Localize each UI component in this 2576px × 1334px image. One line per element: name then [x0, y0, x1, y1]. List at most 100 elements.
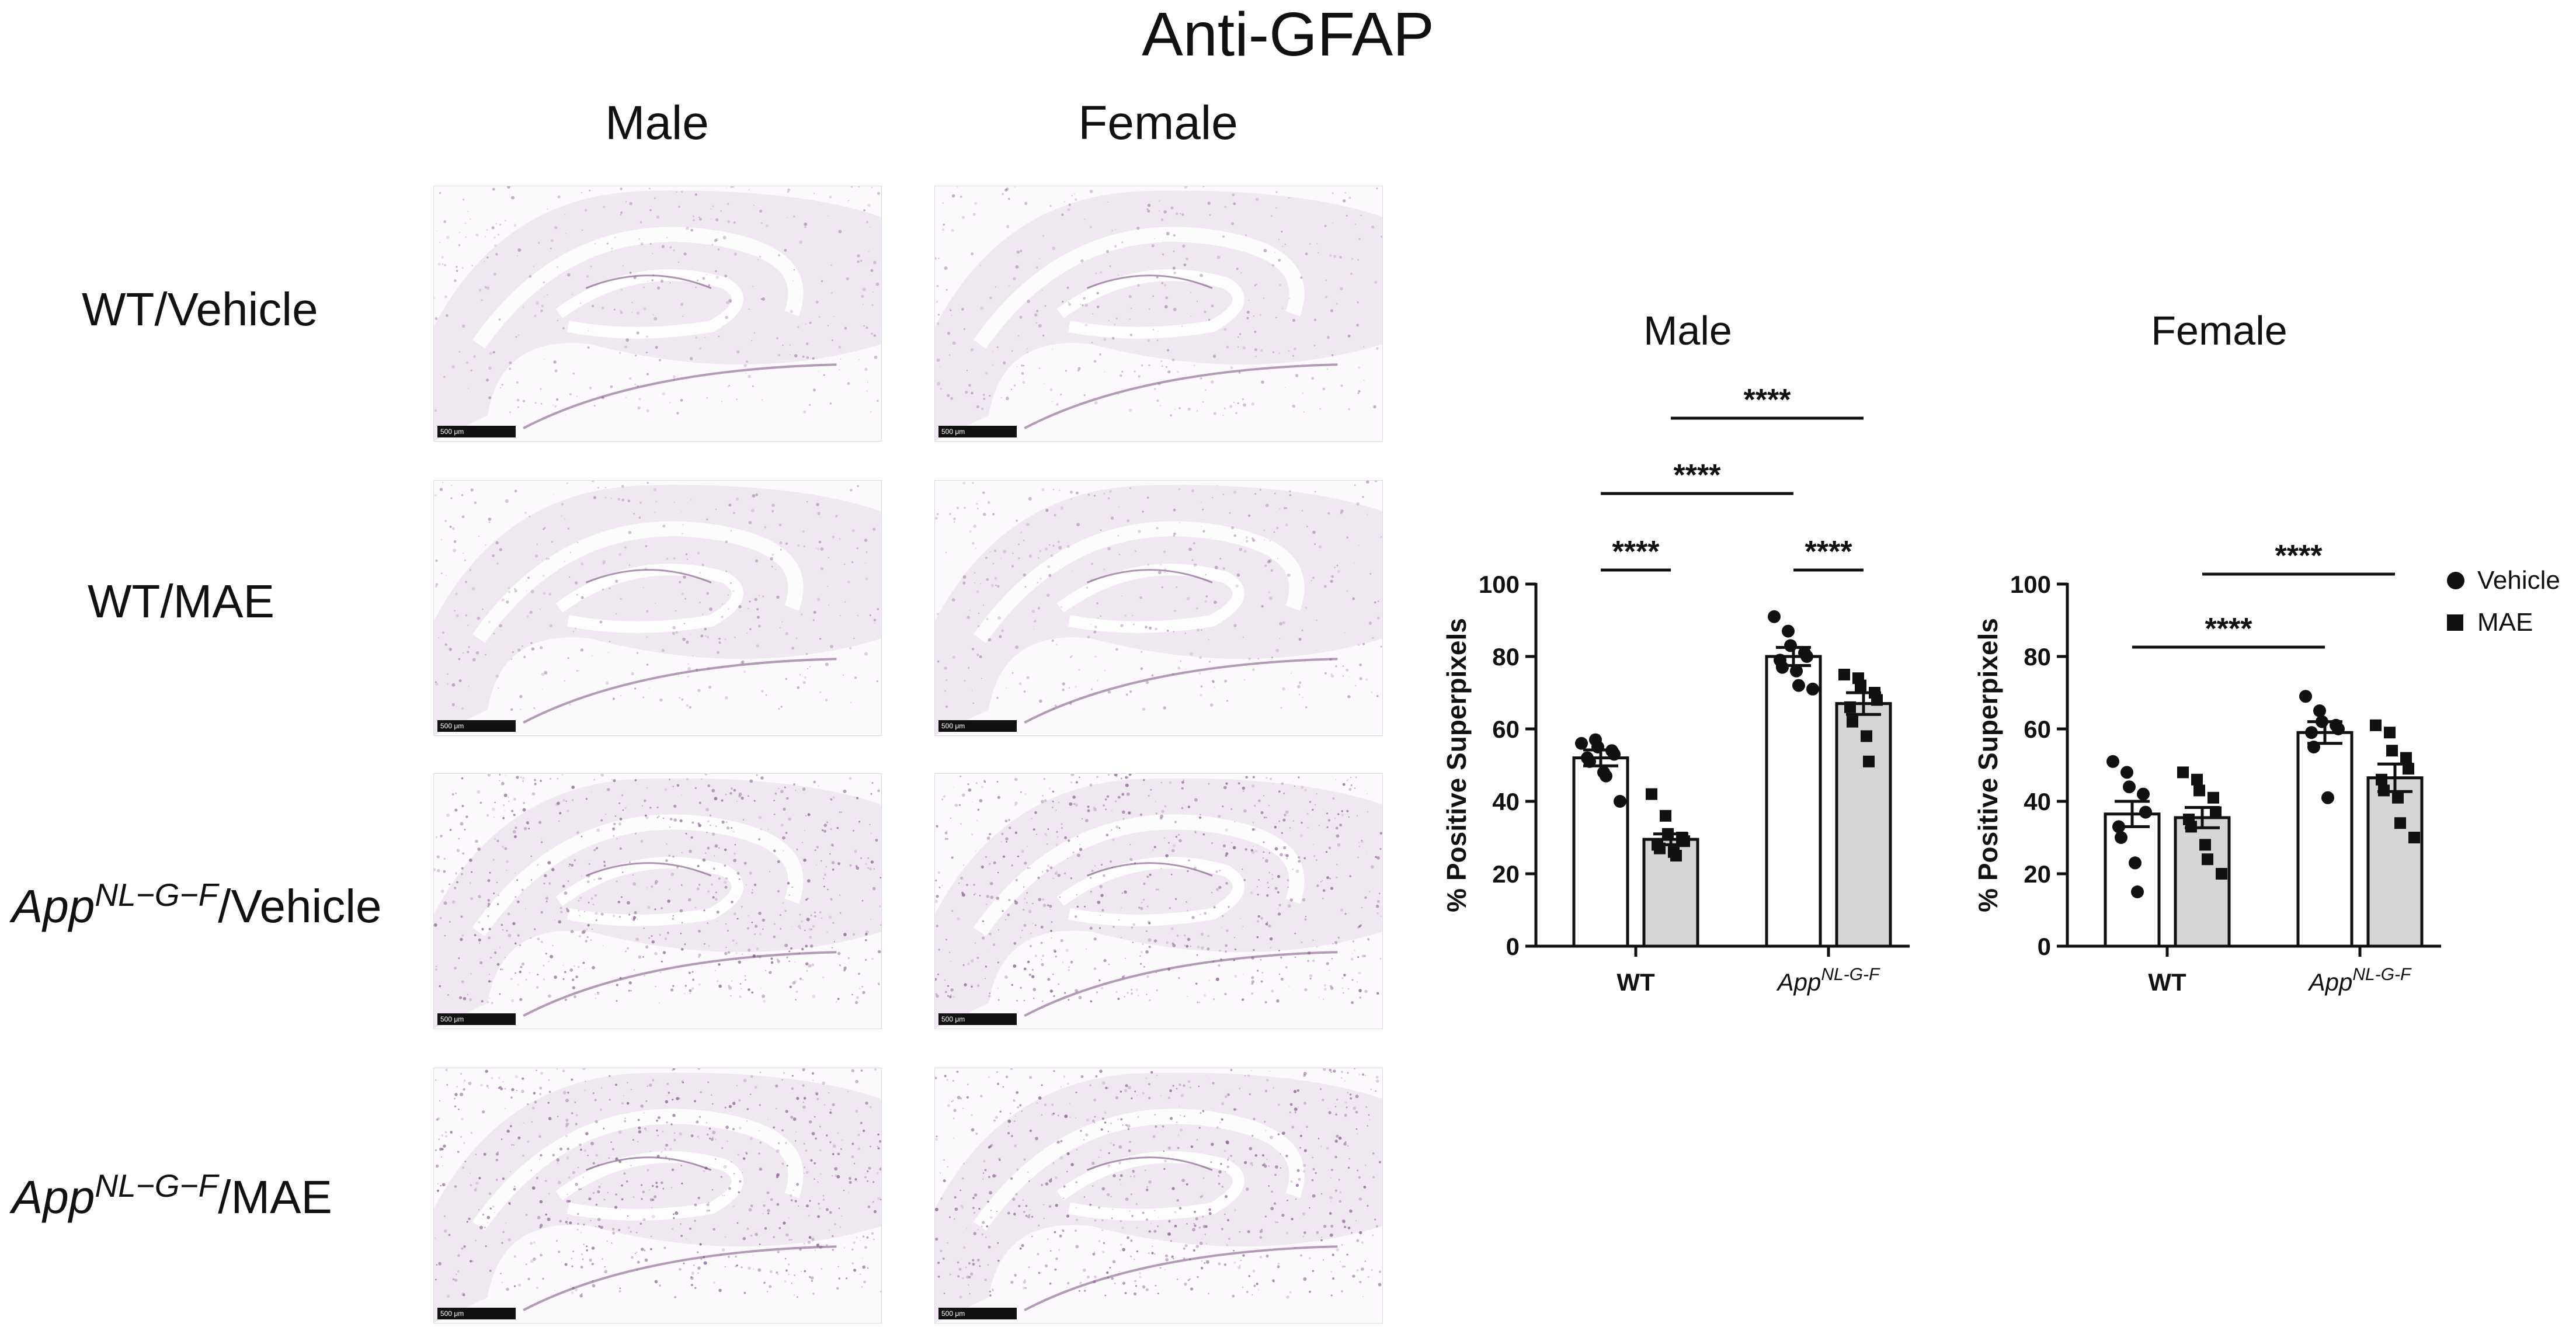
data-point-mae	[2394, 817, 2406, 829]
bar-mae-app	[1835, 702, 1892, 948]
micrograph-wt-mae-female: 500 μm	[934, 480, 1383, 736]
data-point-mae	[2202, 853, 2213, 866]
data-point-mae	[1678, 835, 1690, 847]
y-tick-label: 100	[2010, 571, 2051, 598]
data-point-vehicle	[2131, 885, 2144, 898]
scale-bar-label: 500 μm	[941, 1015, 965, 1023]
data-point-mae	[2400, 752, 2412, 764]
column-header-female: Female	[1078, 96, 1238, 150]
significance-label: ****	[1744, 383, 1792, 417]
micrograph-app-mae-female: 500 μm	[934, 1068, 1383, 1323]
micrograph-app-mae-male: 500 μm	[433, 1068, 882, 1323]
scale-bar: 500 μm	[437, 1013, 516, 1025]
data-point-vehicle	[2307, 741, 2320, 753]
data-point-mae	[1871, 694, 1883, 706]
data-point-vehicle	[2129, 856, 2142, 870]
data-point-vehicle	[1614, 795, 1626, 808]
data-point-mae	[1838, 669, 1850, 680]
data-point-mae	[2408, 832, 2420, 843]
scale-bar-label: 500 μm	[941, 722, 965, 730]
data-point-vehicle	[2137, 787, 2150, 801]
y-tick-label: 0	[2038, 933, 2051, 960]
data-point-mae	[1847, 715, 1858, 728]
significance-label: ****	[1805, 535, 1853, 569]
x-group-label: AppNL-G-F	[2307, 965, 2412, 996]
data-point-mae	[2185, 821, 2197, 833]
micrograph-wt-vehicle-female: 500 μm	[934, 186, 1383, 442]
data-point-mae	[2376, 773, 2387, 786]
scale-bar-label: 500 μm	[440, 722, 464, 730]
data-point-vehicle	[2299, 690, 2312, 703]
data-point-vehicle	[1790, 664, 1803, 678]
legend-item-vehicle: Vehicle	[2447, 568, 2560, 593]
legend-item-mae: MAE	[2447, 610, 2560, 635]
data-point-vehicle	[2123, 780, 2136, 794]
circle-marker-icon	[2447, 572, 2464, 589]
data-point-vehicle	[2120, 766, 2133, 779]
data-point-vehicle	[1806, 682, 1819, 696]
row-label-wt-vehicle: WT/Vehicle	[82, 283, 318, 335]
data-point-vehicle	[2139, 805, 2152, 819]
data-point-mae	[1863, 755, 1875, 767]
data-point-vehicle	[1768, 610, 1781, 623]
x-group-label: AppNL-G-F	[1776, 965, 1880, 996]
x-group-label: WT	[1616, 968, 1655, 996]
data-point-mae	[2384, 727, 2396, 739]
y-tick-label: 60	[1492, 715, 1520, 743]
data-point-vehicle	[1608, 748, 1621, 761]
data-point-vehicle	[2316, 715, 2328, 728]
micrograph-app-vehicle-male: 500 μm	[433, 773, 882, 1029]
scale-bar-label: 500 μm	[440, 1309, 464, 1318]
column-header-male: Male	[605, 96, 709, 150]
data-point-mae	[2392, 791, 2404, 804]
y-tick-label: 0	[1506, 933, 1520, 960]
data-point-mae	[2210, 806, 2222, 818]
y-tick-label: 20	[2024, 860, 2051, 888]
data-point-vehicle	[1800, 650, 1813, 663]
bar-mae-wt	[2174, 816, 2231, 948]
bar-chart-male: Male 0 20 40 60 80 100 % Positive Superpixels WT…	[1441, 308, 1910, 996]
scale-bar: 500 μm	[437, 1308, 516, 1319]
bar-mae-app	[2366, 776, 2424, 948]
micrograph-wt-vehicle-male: 500 μm	[433, 186, 882, 442]
scale-bar-label: 500 μm	[941, 428, 965, 436]
data-point-vehicle	[1600, 769, 1612, 783]
chart-title: Female	[2151, 308, 2287, 353]
data-point-vehicle	[1784, 639, 1797, 652]
data-point-mae	[2207, 791, 2219, 804]
data-point-mae	[2193, 784, 2205, 797]
data-point-vehicle	[1776, 661, 1789, 674]
y-tick-label: 20	[1492, 860, 1520, 888]
bar-vehicle-app	[1765, 655, 1822, 948]
bar-vehicle-wt	[2104, 812, 2161, 948]
data-point-vehicle	[2321, 791, 2334, 804]
bar-vehicle-app	[2296, 731, 2353, 948]
data-point-vehicle	[1591, 741, 1604, 753]
y-axis-label: % Positive Superpixels	[1441, 618, 1472, 912]
data-point-vehicle	[2332, 722, 2345, 735]
data-point-mae	[1654, 842, 1666, 854]
significance-label: ****	[2275, 539, 2323, 573]
data-point-vehicle	[1583, 755, 1596, 768]
bar-vehicle-wt	[1572, 756, 1629, 948]
data-point-mae	[2370, 719, 2382, 731]
y-tick-label: 80	[2024, 643, 2051, 671]
data-point-vehicle	[1782, 624, 1795, 638]
data-point-mae	[2403, 763, 2414, 775]
micrograph-wt-mae-male: 500 μm	[433, 480, 882, 736]
significance-label: ****	[1674, 458, 1722, 492]
data-point-vehicle	[2112, 820, 2125, 833]
data-point-vehicle	[2313, 704, 2326, 717]
data-point-mae	[2216, 868, 2227, 880]
y-axis-label: % Positive Superpixels	[1973, 618, 2003, 912]
data-point-mae	[1670, 850, 1682, 861]
bar-chart-female: Female 0 20 40 60 80 100 % Positive Superpixels…	[1973, 308, 2441, 996]
data-point-mae	[2386, 745, 2398, 757]
data-point-mae	[1662, 828, 1674, 840]
row-label-app-vehicle: AppNL−G−F/Vehicle	[12, 877, 382, 932]
y-tick-label: 40	[1492, 788, 1520, 815]
scale-bar-label: 500 μm	[941, 1309, 965, 1318]
scale-bar: 500 μm	[938, 1013, 1017, 1025]
data-point-vehicle	[1792, 679, 1805, 692]
scale-bar: 500 μm	[938, 720, 1017, 732]
